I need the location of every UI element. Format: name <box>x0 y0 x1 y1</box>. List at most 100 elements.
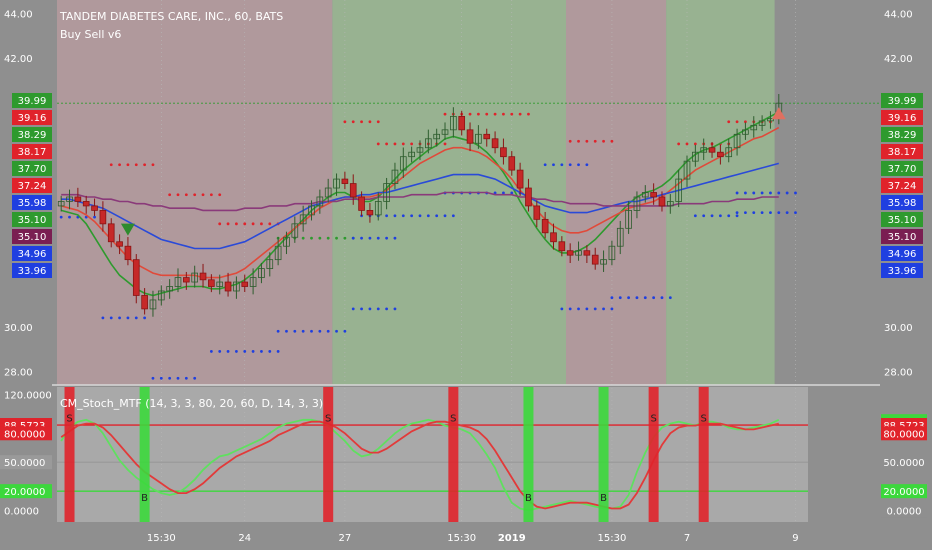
candle[interactable] <box>425 138 432 149</box>
candle[interactable] <box>708 147 716 153</box>
candle[interactable] <box>166 286 173 292</box>
candle[interactable] <box>700 147 708 153</box>
candle[interactable] <box>458 115 466 131</box>
candle[interactable] <box>525 187 532 207</box>
candle[interactable] <box>299 214 307 225</box>
candle[interactable] <box>99 210 107 225</box>
candle[interactable] <box>266 259 274 270</box>
candle[interactable] <box>717 151 724 158</box>
time-axis[interactable]: 15:30 24 27 15:30 2019 15:30 7 9 <box>147 533 799 544</box>
price-label-box[interactable] <box>881 110 923 125</box>
candle[interactable] <box>241 281 249 287</box>
candle[interactable] <box>491 138 499 149</box>
candle[interactable] <box>107 223 115 243</box>
osc-right-label-box[interactable] <box>881 484 927 499</box>
candle[interactable] <box>625 210 632 229</box>
candle[interactable] <box>358 196 365 211</box>
candle[interactable] <box>750 124 758 131</box>
candle[interactable] <box>258 268 265 278</box>
candle[interactable] <box>483 133 491 140</box>
time-tick-label[interactable]: 27 <box>339 533 352 544</box>
candle[interactable] <box>666 201 674 207</box>
right-price-axis[interactable]: 44.00 42.00 30.00 28.00 39.99 39.16 38.29 38.17… <box>881 9 927 518</box>
candle[interactable] <box>725 147 733 158</box>
candle[interactable] <box>57 201 65 207</box>
candle[interactable] <box>74 196 82 202</box>
candle[interactable] <box>475 133 482 144</box>
candle[interactable] <box>216 281 224 287</box>
price-label-box[interactable] <box>881 246 923 261</box>
candle[interactable] <box>149 299 157 310</box>
price-label-box[interactable] <box>881 263 923 278</box>
candle[interactable] <box>291 223 299 238</box>
candle[interactable] <box>591 254 599 265</box>
candle[interactable] <box>116 241 123 247</box>
candle[interactable] <box>383 183 390 202</box>
candle[interactable] <box>366 210 374 216</box>
candle[interactable] <box>391 169 399 184</box>
candle[interactable] <box>433 133 440 140</box>
candle[interactable] <box>349 183 357 198</box>
candle[interactable] <box>558 241 566 252</box>
price-label-box[interactable] <box>881 229 923 244</box>
price-label-box[interactable] <box>881 212 923 227</box>
time-tick-label[interactable]: 24 <box>238 533 251 544</box>
time-tick-label[interactable]: 2019 <box>498 533 526 544</box>
candle[interactable] <box>733 133 741 149</box>
candle[interactable] <box>441 129 449 135</box>
candle[interactable] <box>767 118 774 122</box>
candle[interactable] <box>758 120 766 126</box>
price-label-box[interactable] <box>881 93 923 108</box>
candle[interactable] <box>66 196 73 202</box>
candle[interactable] <box>683 160 691 180</box>
candle[interactable] <box>616 227 624 247</box>
candle[interactable] <box>516 169 524 189</box>
time-tick-label[interactable]: 15:30 <box>447 533 476 544</box>
candle[interactable] <box>174 277 182 287</box>
candle[interactable] <box>183 277 190 283</box>
osc-right-label-box[interactable] <box>881 426 927 441</box>
candle[interactable] <box>533 205 541 220</box>
price-label-box[interactable] <box>881 178 923 193</box>
price-label-box[interactable] <box>881 161 923 176</box>
candle[interactable] <box>408 151 415 158</box>
candle[interactable] <box>416 147 424 153</box>
price-label-box[interactable] <box>881 144 923 159</box>
candle[interactable] <box>82 201 90 207</box>
candle[interactable] <box>91 205 98 211</box>
candle[interactable] <box>224 281 232 292</box>
osc-right-label-box[interactable] <box>881 503 927 518</box>
candle[interactable] <box>132 259 140 296</box>
candle[interactable] <box>650 192 657 198</box>
time-tick-label[interactable]: 9 <box>792 533 798 544</box>
candle[interactable] <box>316 196 324 207</box>
candle[interactable] <box>208 279 215 287</box>
candle[interactable] <box>466 129 474 144</box>
candle[interactable] <box>450 115 457 131</box>
candle[interactable] <box>508 156 516 171</box>
price-label-box[interactable] <box>881 195 923 210</box>
price-label-box[interactable] <box>881 127 923 142</box>
candle[interactable] <box>199 272 207 281</box>
candle[interactable] <box>675 178 682 202</box>
candle[interactable] <box>600 259 607 265</box>
candle[interactable] <box>374 201 382 216</box>
candle[interactable] <box>274 245 282 261</box>
candle[interactable] <box>692 151 699 162</box>
candle[interactable] <box>583 250 591 256</box>
time-tick-label[interactable]: 15:30 <box>597 533 626 544</box>
candle[interactable] <box>233 281 240 292</box>
candle[interactable] <box>191 272 199 283</box>
candle[interactable] <box>742 129 749 135</box>
candle[interactable] <box>608 245 616 261</box>
candle[interactable] <box>324 187 332 198</box>
candle[interactable] <box>283 236 290 247</box>
candle[interactable] <box>500 147 507 158</box>
time-tick-label[interactable]: 7 <box>684 533 690 544</box>
candle[interactable] <box>308 205 315 216</box>
candle[interactable] <box>341 178 349 184</box>
candle[interactable] <box>333 178 340 189</box>
osc-right-label-box[interactable] <box>881 455 927 470</box>
candle[interactable] <box>641 192 649 198</box>
candle[interactable] <box>633 196 641 211</box>
